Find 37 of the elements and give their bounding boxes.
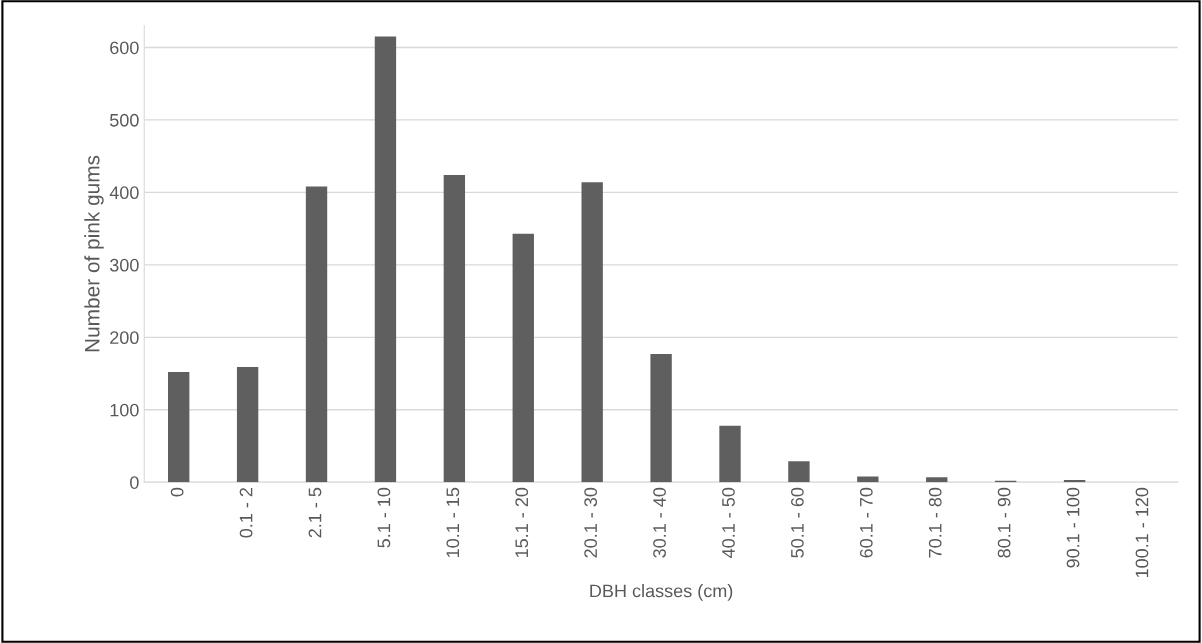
y-tick-label: 0: [130, 476, 139, 489]
y-axis-title: Number of pink gums: [84, 155, 104, 352]
bar: [374, 36, 397, 483]
bar: [650, 353, 672, 483]
x-tick-label: 2.1 - 5: [308, 487, 322, 538]
x-tick-label: 40.1 - 50: [722, 487, 735, 558]
x-tick-label: 0.1 - 2: [239, 488, 253, 538]
x-tick-label: 15.1 - 20: [515, 487, 529, 557]
y-tick-label: 500: [109, 113, 139, 127]
x-axis-title: DBH classes (cm): [590, 584, 733, 601]
x-tick-label: 80.1 - 90: [997, 487, 1011, 558]
x-tick-label: 60.1 - 70: [859, 487, 873, 558]
bar: [719, 425, 741, 483]
x-tick-label: 30.1 - 40: [653, 487, 666, 558]
x-tick-label: 0: [170, 487, 184, 497]
x-tick-label: 70.1 - 80: [928, 487, 942, 558]
x-tick-label: 10.1 - 15: [446, 487, 460, 557]
y-tick-label: 600: [110, 41, 139, 55]
bar: [168, 372, 190, 483]
bar: [443, 175, 466, 483]
bar: [305, 186, 328, 483]
bar: [512, 233, 534, 483]
y-tick-label: 400: [109, 186, 139, 200]
x-tick-label: 100.1 - 120: [1135, 487, 1149, 578]
y-tick-label: 200: [110, 331, 139, 345]
bar: [857, 476, 879, 483]
y-tick-label: 100: [110, 403, 139, 417]
x-tick-label: 5.1 - 10: [377, 487, 391, 548]
bar: [236, 367, 259, 483]
y-tick-label: 300: [109, 258, 139, 272]
bar: [926, 477, 948, 483]
x-tick-label: 20.1 - 30: [584, 487, 598, 558]
x-tick-label: 90.1 - 100: [1066, 487, 1080, 568]
x-tick-label: 50.1 - 60: [790, 487, 804, 558]
bar: [581, 182, 603, 483]
bar: [1063, 480, 1086, 483]
bar: [788, 461, 810, 483]
